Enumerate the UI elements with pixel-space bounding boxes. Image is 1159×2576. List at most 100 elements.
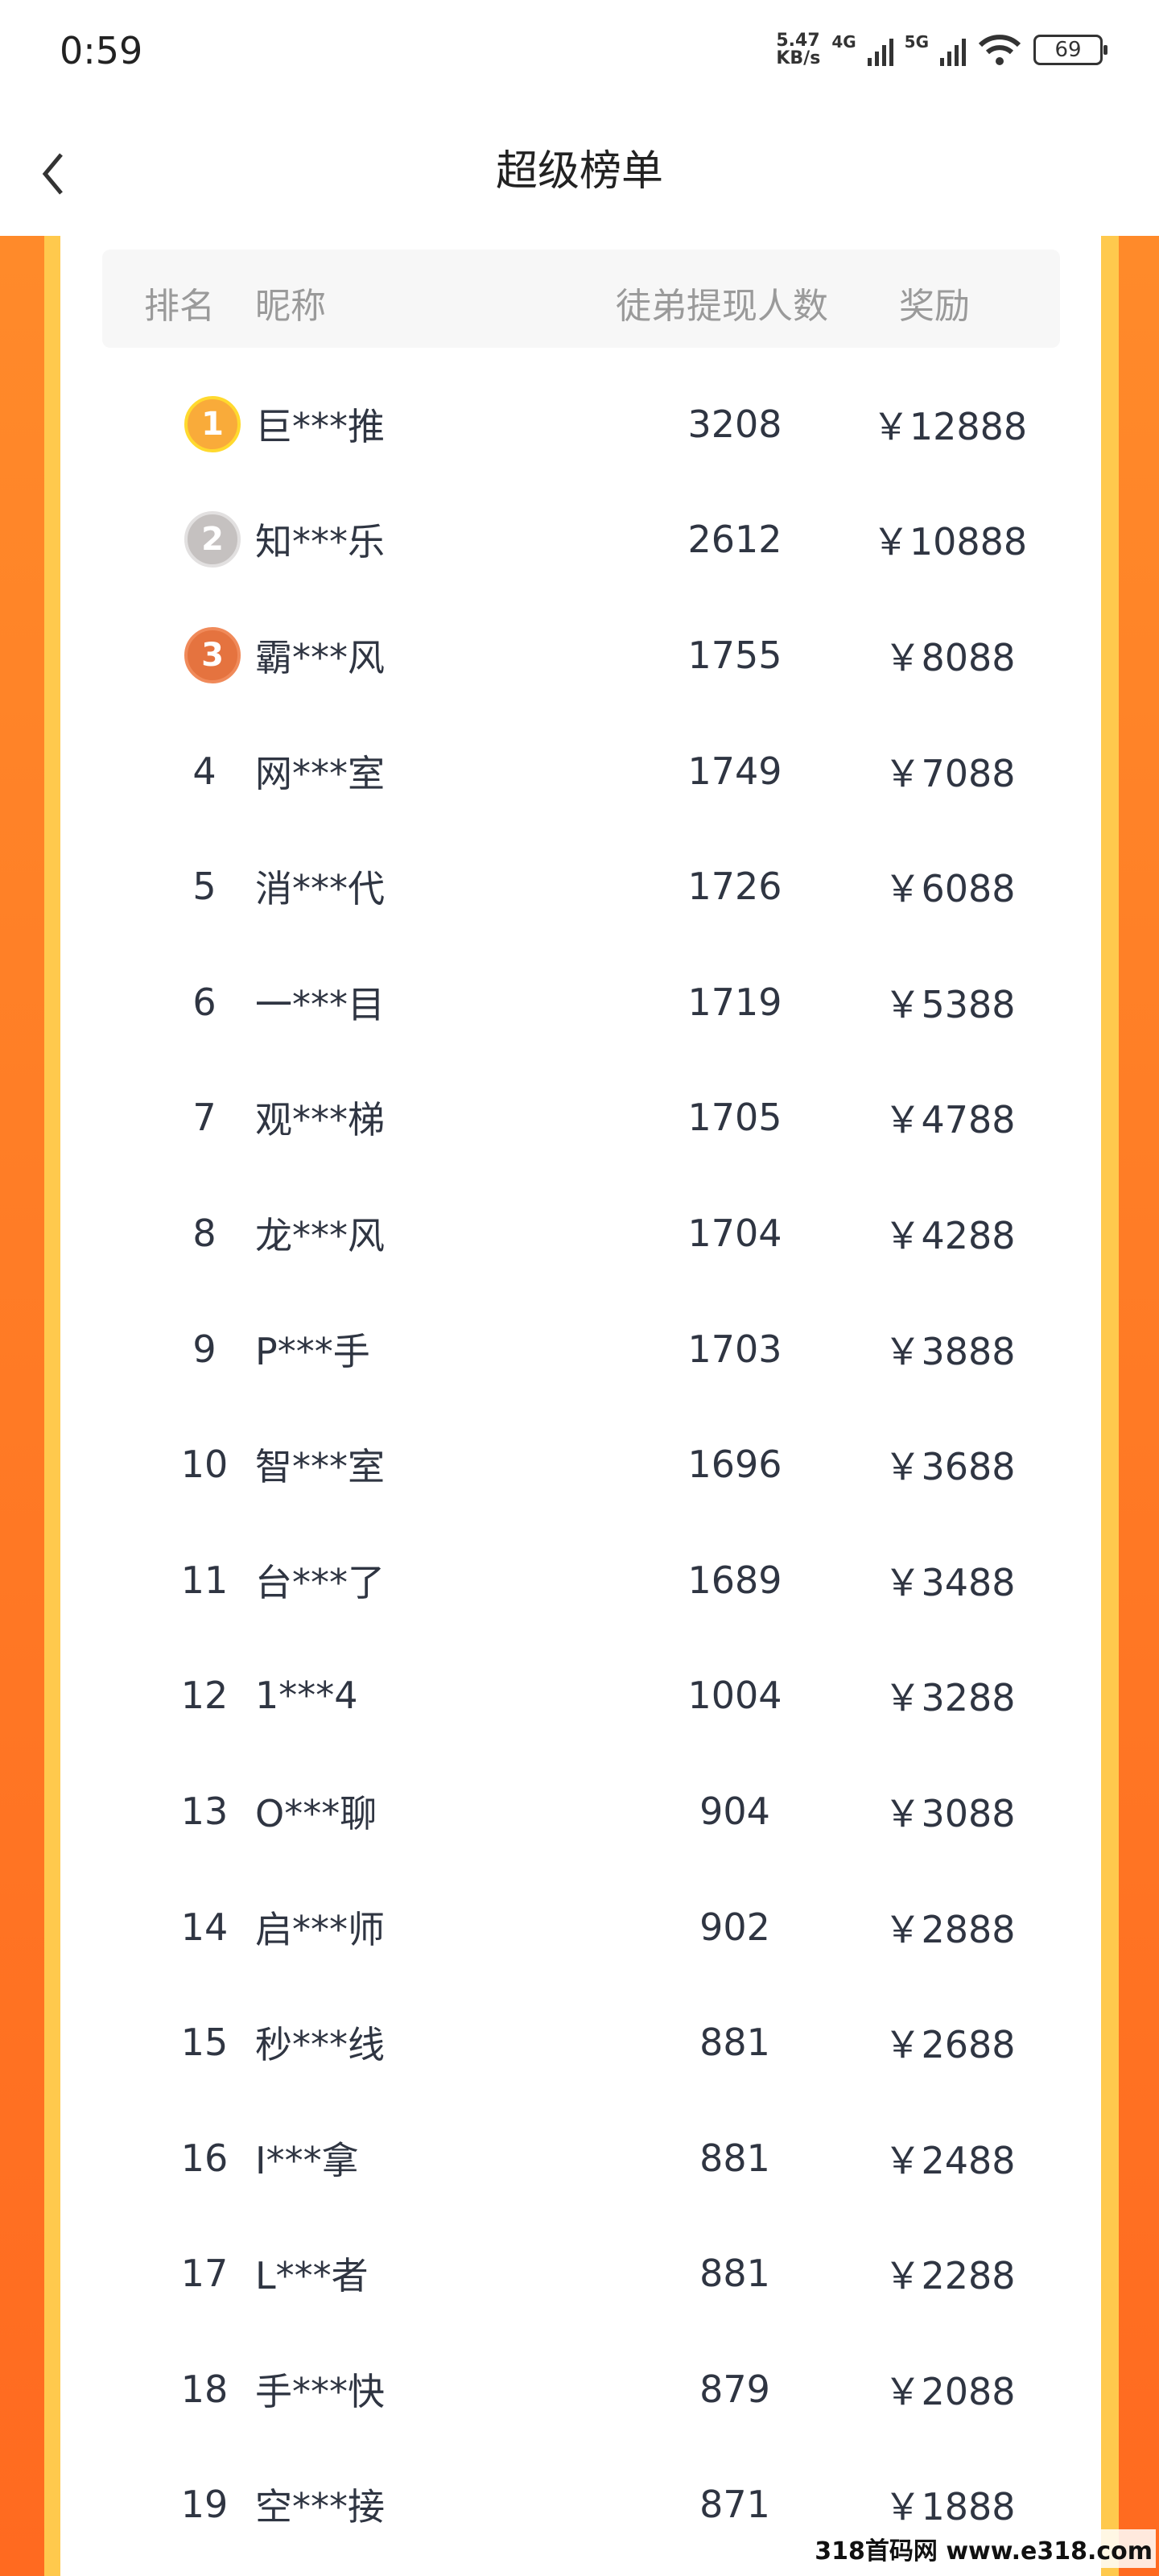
apprentice-count: 1704 — [687, 1211, 782, 1255]
table-row: 2 知***乐 2612 ￥10888 — [60, 482, 1101, 598]
table-header: 排名 昵称 徒弟提现人数 奖励 — [102, 250, 1060, 348]
network-speed: 5.47 KB/s — [776, 32, 820, 68]
apprentice-count: 1703 — [687, 1327, 782, 1371]
rank: 6 — [192, 980, 217, 1024]
rank: 14 — [180, 1905, 229, 1949]
rank: 8 — [192, 1211, 217, 1255]
signal-icon — [940, 34, 966, 66]
table-row: 14 启***师 902 ￥2888 — [60, 1869, 1101, 1985]
nav-bar: 超级榜单 — [0, 113, 1159, 236]
reward: ￥4288 — [884, 1213, 1016, 1257]
speed-unit: KB/s — [776, 48, 821, 68]
rank: 10 — [180, 1443, 229, 1487]
nickname: L***者 — [255, 2254, 369, 2298]
col-count: 徒弟提现人数 — [616, 286, 828, 327]
nickname: 空***接 — [255, 2485, 385, 2529]
net-4g-label: 4G — [831, 32, 856, 52]
reward: ￥8088 — [884, 635, 1016, 679]
col-name: 昵称 — [255, 286, 326, 327]
reward: ￥12888 — [872, 404, 1028, 448]
nickname: O***聊 — [255, 1791, 377, 1835]
table-row: 19 空***接 871 ￥1888 — [60, 2447, 1101, 2563]
reward: ￥3088 — [884, 1791, 1016, 1835]
reward: ￥2088 — [884, 2369, 1016, 2413]
rank: 13 — [180, 1789, 229, 1833]
reward: ￥6088 — [884, 867, 1016, 911]
reward: ￥2688 — [884, 2023, 1016, 2067]
apprentice-count: 1689 — [687, 1558, 782, 1602]
table-row: 17 L***者 881 ￥2288 — [60, 2216, 1101, 2332]
apprentice-count: 1755 — [687, 633, 782, 677]
nickname: P***手 — [255, 1329, 370, 1373]
apprentice-count: 881 — [699, 2021, 770, 2065]
nickname: 1***4 — [255, 1674, 358, 1718]
nickname: 观***梯 — [255, 1098, 385, 1142]
battery-icon: 69 — [1033, 35, 1107, 65]
rank: 17 — [180, 2252, 229, 2296]
table-row: 1 巨***推 3208 ￥12888 — [60, 366, 1101, 482]
apprentice-count: 1696 — [687, 1443, 782, 1487]
apprentice-count: 904 — [699, 1789, 770, 1833]
frame-stripe-right — [1101, 236, 1119, 2576]
table-row: 15 秒***线 881 ￥2688 — [60, 1984, 1101, 2100]
net-5g-label: 5G — [904, 32, 929, 52]
table-row: 7 观***梯 1705 ￥4788 — [60, 1060, 1101, 1176]
rank: 19 — [180, 2483, 229, 2527]
table-row: 10 智***室 1696 ￥3688 — [60, 1406, 1101, 1522]
signal-icon — [867, 34, 893, 66]
table-row: 12 1***4 1004 ￥3288 — [60, 1638, 1101, 1754]
apprentice-count: 879 — [699, 2367, 770, 2411]
nickname: 霸***风 — [255, 635, 385, 679]
rank: 18 — [180, 2367, 229, 2411]
table-row: 8 龙***风 1704 ￥4288 — [60, 1175, 1101, 1291]
leaderboard-card: 排名 昵称 徒弟提现人数 奖励 1 巨***推 3208 ￥12888 2 知***乐 26… — [60, 236, 1101, 2576]
nickname: I***拿 — [255, 2138, 359, 2182]
back-arrow-icon[interactable] — [39, 145, 87, 201]
apprentice-count: 881 — [699, 2252, 770, 2296]
table-row: 11 台***了 1689 ￥3488 — [60, 1522, 1101, 1638]
speed-value: 5.47 — [776, 31, 820, 51]
col-rank: 排名 — [144, 286, 215, 327]
rank: 4 — [192, 749, 217, 793]
table-row: 6 一***目 1719 ￥5388 — [60, 944, 1101, 1060]
rank-medal-icon: 3 — [184, 626, 241, 683]
table-row: 16 I***拿 881 ￥2488 — [60, 2100, 1101, 2216]
reward: ￥5388 — [884, 982, 1016, 1026]
rank-medal-icon: 2 — [184, 511, 241, 568]
apprentice-count: 1726 — [687, 865, 782, 909]
reward: ￥3488 — [884, 1560, 1016, 1604]
nickname: 台***了 — [255, 1560, 385, 1604]
status-time: 0:59 — [60, 29, 143, 72]
apprentice-count: 871 — [699, 2483, 770, 2527]
nickname: 消***代 — [255, 867, 385, 911]
table-row: 13 O***聊 904 ￥3088 — [60, 1753, 1101, 1869]
rank: 12 — [180, 1674, 229, 1718]
apprentice-count: 1705 — [687, 1096, 782, 1140]
rank: 16 — [180, 2136, 229, 2180]
nickname: 巨***推 — [255, 404, 385, 448]
nickname: 网***室 — [255, 751, 385, 795]
reward: ￥10888 — [872, 520, 1028, 564]
nickname: 智***室 — [255, 1445, 385, 1489]
status-bar: 0:59 5.47 KB/s 4G 5G 69 — [0, 0, 1159, 113]
leaderboard-list: 1 巨***推 3208 ￥12888 2 知***乐 2612 ￥10888 3 霸***风 17… — [60, 366, 1101, 2562]
reward: ￥7088 — [884, 751, 1016, 795]
reward: ￥3288 — [884, 1676, 1016, 1720]
page-title: 超级榜单 — [495, 147, 663, 196]
frame-stripe-left — [44, 236, 60, 2576]
apprentice-count: 2612 — [687, 518, 782, 562]
apprentice-count: 902 — [699, 1905, 770, 1949]
table-row: 18 手***快 879 ￥2088 — [60, 2331, 1101, 2447]
reward: ￥3688 — [884, 1445, 1016, 1489]
apprentice-count: 3208 — [687, 402, 782, 446]
col-reward: 奖励 — [899, 286, 970, 327]
table-row: 3 霸***风 1755 ￥8088 — [60, 597, 1101, 713]
nickname: 启***师 — [255, 1907, 385, 1951]
rank: 11 — [180, 1558, 229, 1602]
apprentice-count: 1749 — [687, 749, 782, 793]
reward: ￥3888 — [884, 1329, 1016, 1373]
nickname: 手***快 — [255, 2369, 385, 2413]
rank: 15 — [180, 2021, 229, 2065]
wifi-icon — [978, 35, 1021, 65]
table-row: 9 P***手 1703 ￥3888 — [60, 1291, 1101, 1407]
